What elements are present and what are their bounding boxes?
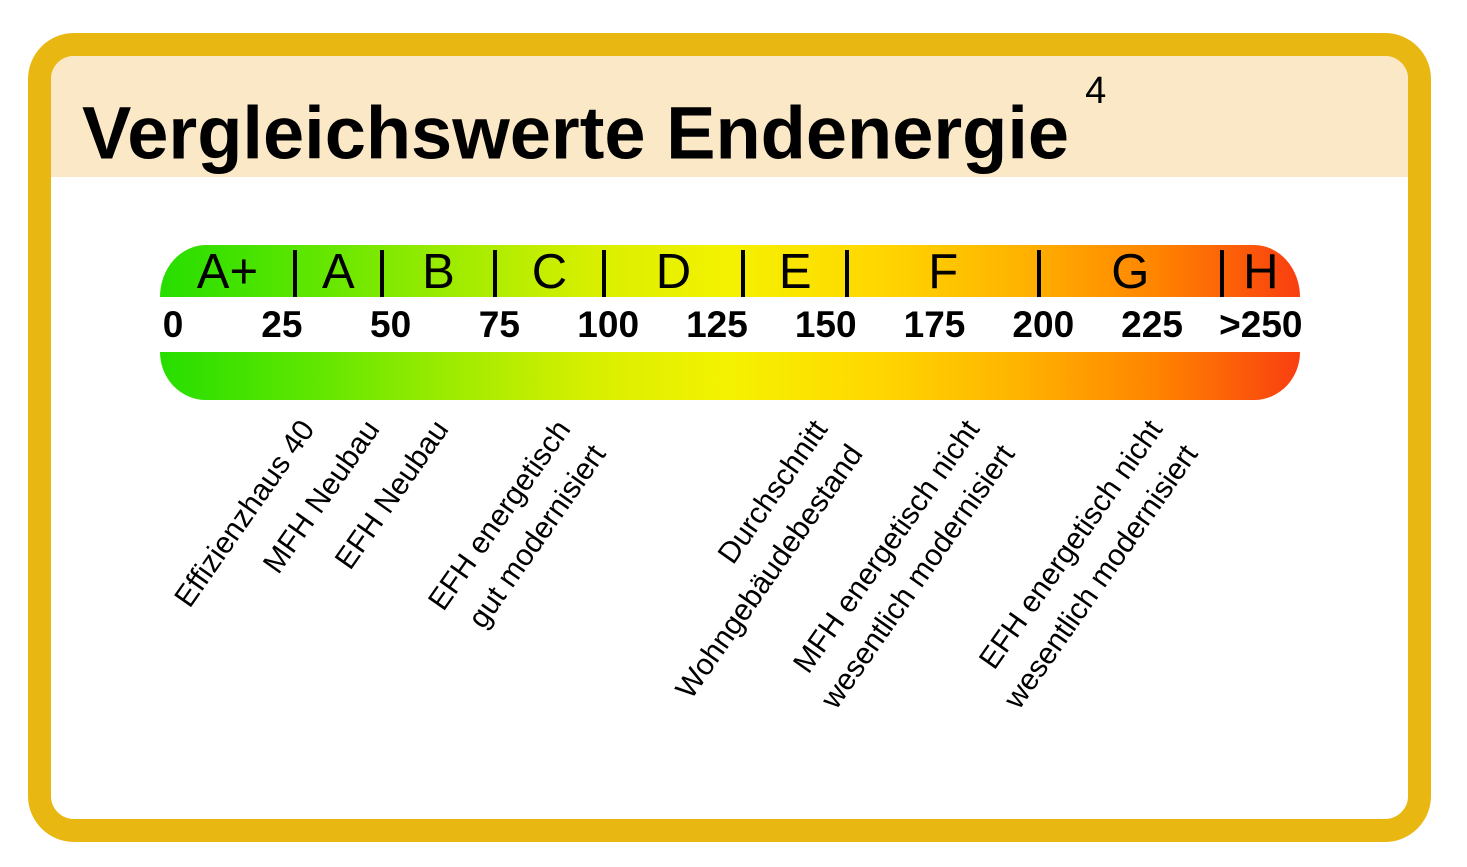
- class-divider: [292, 250, 297, 297]
- axis-tick-label: 200: [1012, 304, 1075, 345]
- energy-class-label: F: [928, 245, 959, 299]
- footnote-marker: 4: [1085, 70, 1107, 112]
- axis-tick-label: 125: [686, 304, 748, 345]
- energy-class-label: A: [322, 245, 355, 299]
- energy-class-label: H: [1243, 245, 1279, 299]
- axis-tick-label: 25: [261, 304, 303, 345]
- gradient-bar-bottom: [160, 352, 1300, 400]
- axis-tick-label: 50: [370, 304, 412, 345]
- page-title: Vergleichswerte Endenergie4: [82, 70, 1106, 171]
- energy-class-label: A+: [196, 245, 259, 299]
- class-divider: [845, 250, 850, 297]
- energy-class-label: B: [422, 245, 455, 299]
- axis-tick-label: >250: [1219, 304, 1303, 345]
- class-divider: [1219, 250, 1224, 297]
- axis-tick-label: 150: [794, 304, 857, 345]
- axis-tick-label: 225: [1121, 304, 1183, 345]
- energy-class-label: C: [531, 245, 568, 299]
- axis-tick-label: 100: [577, 304, 640, 345]
- energy-class-label: E: [778, 245, 812, 299]
- header-band: [51, 56, 1408, 177]
- axis-ticks: 0 25 50 75 100 125 150 175 200 225 >250: [160, 299, 1303, 351]
- class-divider: [379, 250, 384, 297]
- title-text: Vergleichswerte Endenergie: [82, 91, 1070, 175]
- class-divider: [1036, 250, 1041, 297]
- class-divider: [493, 250, 498, 297]
- energy-class-label: G: [1111, 245, 1150, 299]
- class-divider: [601, 250, 606, 297]
- energy-class-bar: A+ A B C D E F G H: [160, 245, 1300, 299]
- axis-tick-label: 75: [478, 304, 520, 345]
- axis-tick-label: 0: [162, 304, 184, 345]
- energy-class-label: D: [655, 245, 692, 299]
- class-divider: [741, 250, 746, 297]
- axis-tick-label: 175: [903, 304, 966, 345]
